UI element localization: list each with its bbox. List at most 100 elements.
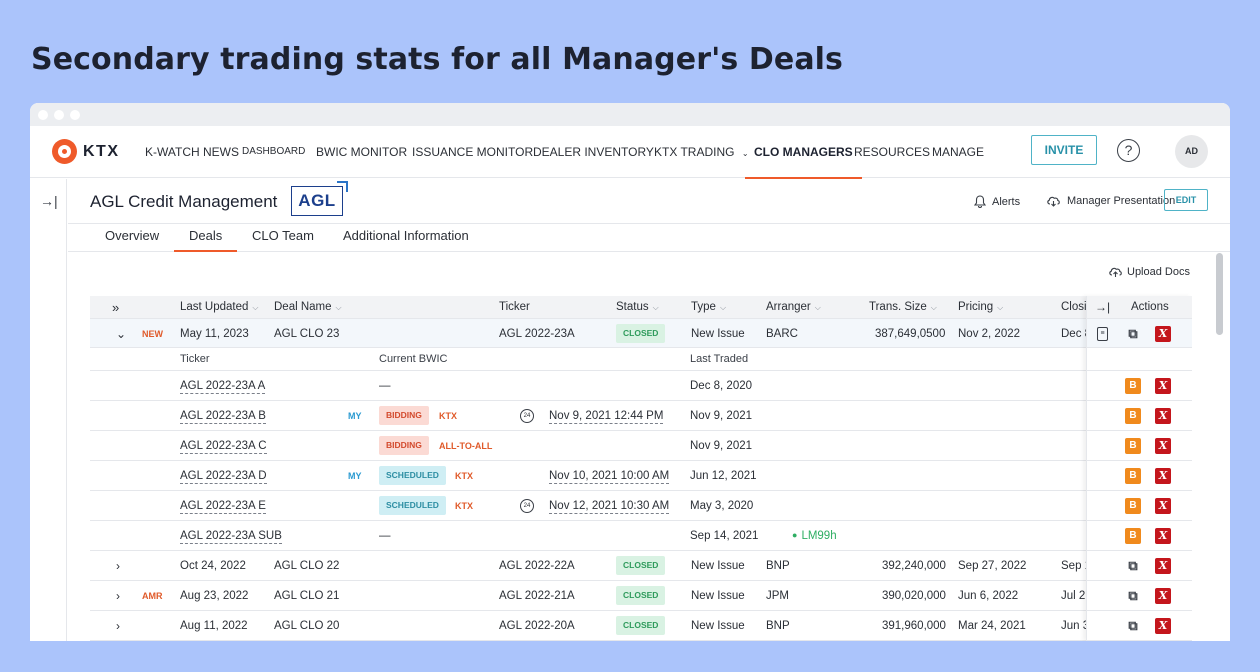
col-trans-size[interactable]: Trans. Size ⌵ xyxy=(869,296,937,319)
cell-ticker: AGL 2022-21A xyxy=(499,590,575,602)
window-dot xyxy=(70,110,80,120)
cell-arranger: BNP xyxy=(766,560,790,572)
tab-additional-information[interactable]: Additional Information xyxy=(343,228,469,243)
bwic-status-badge: SCHEDULED xyxy=(379,466,446,485)
edit-button[interactable]: EDIT xyxy=(1164,189,1208,211)
alerts-button[interactable]: Alerts xyxy=(974,195,1020,208)
ktx-logo[interactable]: KTX xyxy=(52,139,120,164)
page-headline: Secondary trading stats for all Manager'… xyxy=(31,42,844,77)
tab-overview[interactable]: Overview xyxy=(105,228,160,243)
cell-deal-name[interactable]: AGL CLO 20 xyxy=(274,620,340,632)
bwic-status-badge: BIDDING xyxy=(379,436,429,455)
collapse-icon[interactable]: →| xyxy=(1095,300,1111,314)
nav-dashboard[interactable]: DASHBOARD xyxy=(242,146,306,157)
bwic-date[interactable]: Nov 10, 2021 10:00 AM xyxy=(549,470,670,484)
expand-all-icon[interactable]: » xyxy=(112,300,120,315)
subcol-last-traded: Last Traded xyxy=(690,353,749,365)
class-ticker[interactable]: AGL 2022-23A E xyxy=(180,500,266,514)
cell-deal-name[interactable]: AGL CLO 23 xyxy=(274,328,340,340)
col-ticker[interactable]: Ticker xyxy=(499,301,530,313)
cell-pricing: Jun 6, 2022 xyxy=(958,590,1019,602)
x-icon[interactable]: X xyxy=(1155,558,1171,574)
col-last-updated[interactable]: Last Updated ⌵ xyxy=(180,296,259,319)
class-row: AGL 2022-23A SUB — Sep 14, 2021 LM99h xyxy=(90,521,1192,551)
col-status[interactable]: Status ⌵ xyxy=(616,296,659,319)
amr-flag: AMR xyxy=(142,591,163,601)
b-icon[interactable]: B xyxy=(1125,438,1141,454)
actions-cell xyxy=(1087,348,1192,371)
class-ticker[interactable]: AGL 2022-23A A xyxy=(180,380,266,394)
class-ticker[interactable]: AGL 2022-23A B xyxy=(180,410,266,424)
b-icon[interactable]: B xyxy=(1125,468,1141,484)
col-closing[interactable]: Closi xyxy=(1061,301,1087,313)
x-icon[interactable]: X xyxy=(1155,438,1171,454)
tab-deals[interactable]: Deals xyxy=(173,228,238,252)
avatar[interactable]: AD xyxy=(1175,135,1208,168)
help-icon[interactable]: ? xyxy=(1117,139,1140,162)
expand-sidebar-icon[interactable]: →| xyxy=(40,193,58,209)
manager-presentation-button[interactable]: Manager Presentation xyxy=(1046,195,1175,207)
last-traded: Nov 9, 2021 xyxy=(690,440,753,452)
clock-24-icon: 24 xyxy=(520,499,534,513)
chevron-down-icon: ⌵ xyxy=(719,303,727,312)
col-label: Trans. Size xyxy=(869,301,927,313)
b-icon[interactable]: B xyxy=(1125,498,1141,514)
b-icon[interactable]: B xyxy=(1125,528,1141,544)
col-arranger[interactable]: Arranger ⌵ xyxy=(766,296,821,319)
link-icon[interactable]: ⧉ xyxy=(1128,618,1138,633)
tab-clo-team[interactable]: CLO Team xyxy=(252,228,314,243)
b-icon[interactable]: B xyxy=(1125,378,1141,394)
nav-dealer-inventory[interactable]: DEALER INVENTORY xyxy=(533,145,654,159)
document-icon[interactable]: ≡ xyxy=(1097,327,1108,341)
status-badge: CLOSED xyxy=(616,324,666,343)
x-icon[interactable]: X xyxy=(1155,408,1171,424)
chevron-right-icon[interactable]: › xyxy=(116,559,120,573)
link-icon[interactable]: ⧉ xyxy=(1128,326,1138,341)
nav-bwic-monitor[interactable]: BWIC MONITOR xyxy=(316,145,408,159)
bwic-venue: KTX xyxy=(439,411,457,421)
link-icon[interactable]: ⧉ xyxy=(1128,588,1138,603)
nav-kwatch-news[interactable]: K-WATCH NEWS xyxy=(145,145,239,159)
x-icon[interactable]: X xyxy=(1155,498,1171,514)
chevron-right-icon[interactable]: › xyxy=(116,589,120,603)
nav-manage[interactable]: MANAGE xyxy=(932,145,985,159)
class-ticker[interactable]: AGL 2022-23A SUB xyxy=(180,530,282,544)
b-icon[interactable]: B xyxy=(1125,408,1141,424)
table-row[interactable]: › AMR Aug 23, 2022 AGL CLO 21 AGL 2022-2… xyxy=(90,581,1192,611)
upload-docs-button[interactable]: Upload Docs xyxy=(1108,266,1190,278)
x-icon[interactable]: X xyxy=(1155,468,1171,484)
nav-resources[interactable]: RESOURCES xyxy=(854,145,931,159)
col-type[interactable]: Type ⌵ xyxy=(691,296,726,319)
chevron-down-icon[interactable]: ⌄ xyxy=(116,327,127,341)
cell-last-updated: Aug 23, 2022 xyxy=(180,590,249,602)
link-icon[interactable]: ⧉ xyxy=(1128,558,1138,573)
chevron-right-icon[interactable]: › xyxy=(116,619,120,633)
table-row[interactable]: › Aug 11, 2022 AGL CLO 20 AGL 2022-20A C… xyxy=(90,611,1192,641)
table-row[interactable]: › Oct 24, 2022 AGL CLO 22 AGL 2022-22A C… xyxy=(90,551,1192,581)
manager-name: AGL Credit Management xyxy=(90,192,278,211)
cell-deal-name[interactable]: AGL CLO 22 xyxy=(274,560,340,572)
nav-issuance-monitor[interactable]: ISSUANCE MONITOR xyxy=(412,145,534,159)
bwic-date[interactable]: Nov 12, 2021 10:30 AM xyxy=(549,500,670,514)
cell-deal-name[interactable]: AGL CLO 21 xyxy=(274,590,340,602)
invite-button[interactable]: INVITE xyxy=(1031,135,1097,165)
x-icon[interactable]: X xyxy=(1155,588,1171,604)
x-icon[interactable]: X xyxy=(1155,528,1171,544)
nav-ktx-trading[interactable]: KTX TRADING ⌄ xyxy=(654,126,749,178)
scrollbar[interactable] xyxy=(1216,253,1223,335)
col-deal-name[interactable]: Deal Name ⌵ xyxy=(274,296,342,319)
class-ticker[interactable]: AGL 2022-23A C xyxy=(180,440,267,454)
actions-cell: ⧉ X xyxy=(1087,581,1192,611)
bwic-date[interactable]: Nov 9, 2021 12:44 PM xyxy=(549,410,664,424)
x-icon[interactable]: X xyxy=(1155,378,1171,394)
x-icon[interactable]: X xyxy=(1155,326,1171,342)
col-label: Last Updated xyxy=(180,301,249,313)
nav-clo-managers[interactable]: CLO MANAGERS xyxy=(745,126,862,179)
class-ticker[interactable]: AGL 2022-23A D xyxy=(180,470,267,484)
col-pricing[interactable]: Pricing ⌵ xyxy=(958,296,1003,319)
last-traded: Dec 8, 2020 xyxy=(690,380,753,392)
table-row-expanded[interactable]: ⌄ NEW May 11, 2023 AGL CLO 23 AGL 2022-2… xyxy=(90,319,1192,348)
cell-closing: Sep 1 xyxy=(1061,560,1092,572)
x-icon[interactable]: X xyxy=(1155,618,1171,634)
